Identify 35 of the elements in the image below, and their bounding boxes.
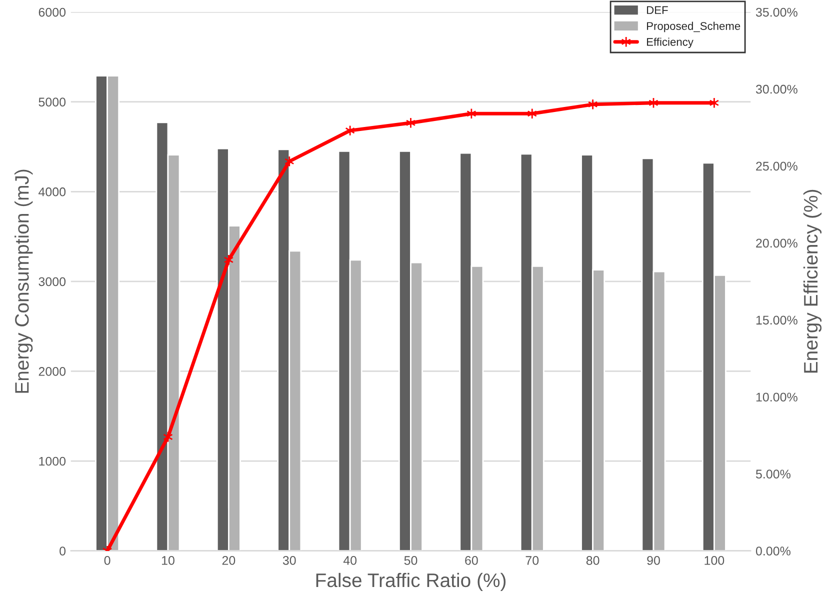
x-axis-title: False Traffic Ratio (%) [316, 572, 506, 592]
point [345, 125, 355, 136]
x-tick-label: 30 [282, 556, 296, 565]
legend-label: Efficiency [647, 38, 694, 48]
y-tick-label: 4000 [38, 187, 66, 196]
legend-label: Proposed_Scheme [647, 22, 740, 32]
y2-axis-title: Energy Efficiency (%) [803, 190, 822, 373]
x-tick-label: 80 [586, 556, 600, 565]
x-tick-label: 20 [222, 556, 236, 565]
y2-tick-label: 30.00% [756, 84, 798, 94]
x-tick-label: 70 [526, 556, 539, 565]
y2-tick-label: 25.00% [756, 162, 798, 171]
y2-tick-label: 5.00% [756, 470, 790, 479]
point [588, 98, 598, 110]
y-axis-title: Energy Consumption (mJ) [14, 170, 33, 393]
y2-tick-label: 10.00% [756, 392, 798, 402]
y-tick-label: 0 [60, 546, 66, 556]
y-tick-label: 2000 [38, 367, 66, 376]
y2-tick-label: 20.00% [756, 238, 798, 248]
y2-tick-label: 35.00% [756, 8, 798, 17]
x-tick-label: 60 [465, 556, 478, 565]
x-tick-label: 90 [647, 556, 660, 565]
legend-label: DEF [647, 6, 668, 14]
y-tick-label: 5000 [38, 98, 66, 106]
y-tick-label: 1000 [39, 456, 66, 466]
y-tick-label: 6000 [38, 8, 66, 17]
y2-tick-label: 0.00% [756, 546, 790, 556]
x-tick-label: 40 [343, 556, 357, 565]
x-tick-label: 50 [404, 556, 418, 565]
y-tick-label: 3000 [38, 277, 66, 286]
point [709, 97, 720, 108]
x-tick-label: 100 [704, 556, 724, 565]
x-tick-label: 10 [162, 556, 174, 565]
x-tick-label: 0 [104, 556, 110, 565]
y2-tick-label: 15.00% [756, 316, 798, 325]
